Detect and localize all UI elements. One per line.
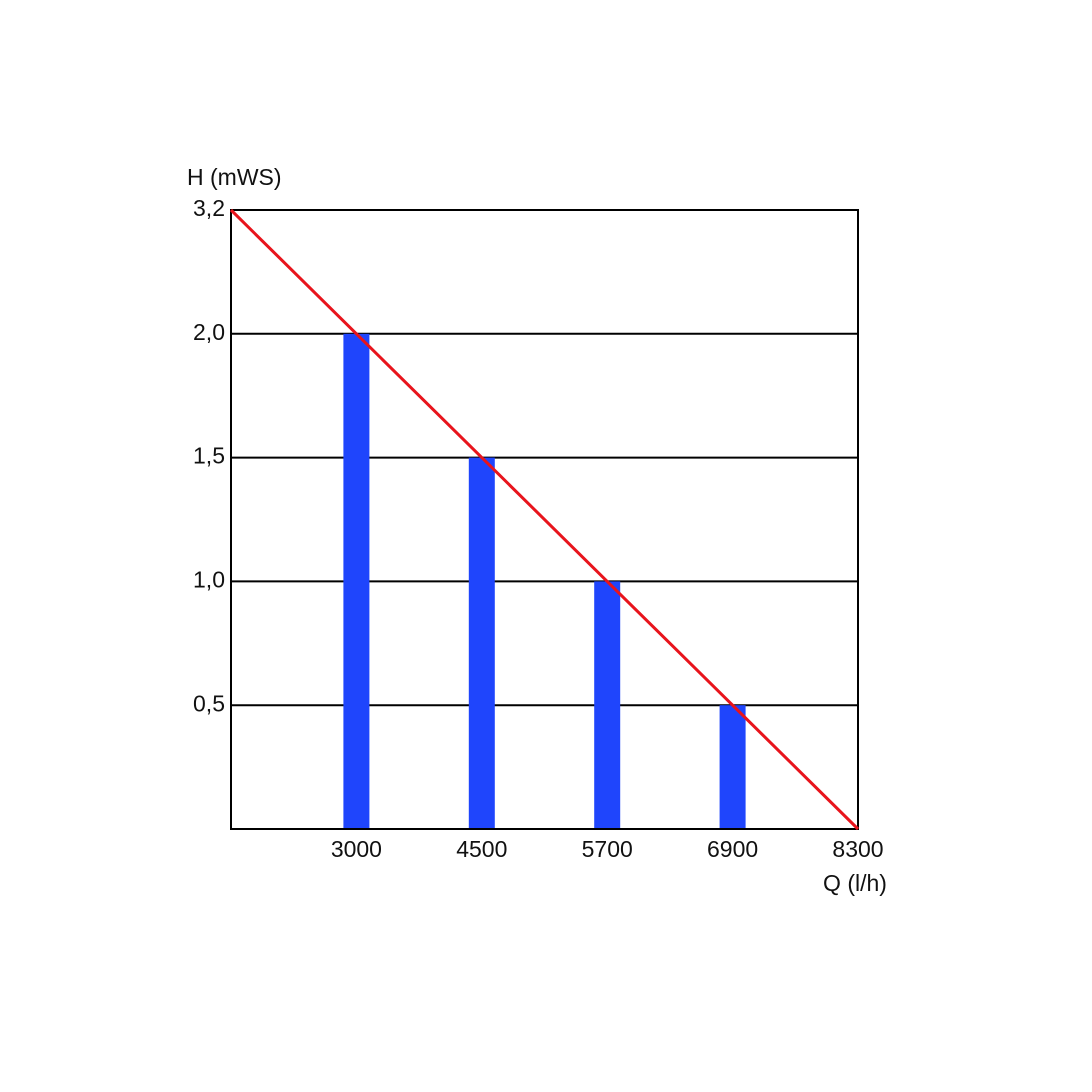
bar	[594, 581, 621, 829]
y-tick-label: 3,2	[193, 195, 225, 221]
x-tick-label: 8300	[832, 836, 883, 862]
x-tick-label: 5700	[582, 836, 633, 862]
plot-frame	[230, 209, 859, 830]
y-tick-label: 1,0	[193, 566, 225, 592]
x-axis-label: Q (l/h)	[823, 870, 887, 896]
bar	[719, 705, 746, 829]
x-tick-label: 3000	[331, 836, 382, 862]
y-axis-label: H (mWS)	[187, 164, 282, 190]
line	[229, 208, 860, 831]
y-tick-label: 0,5	[193, 690, 225, 716]
x-tick-label: 4500	[456, 836, 507, 862]
bar	[468, 457, 495, 829]
x-tick-label: 6900	[707, 836, 758, 862]
y-tick-label: 2,0	[193, 319, 225, 345]
bar	[343, 333, 370, 829]
y-tick-label: 1,5	[193, 443, 225, 469]
